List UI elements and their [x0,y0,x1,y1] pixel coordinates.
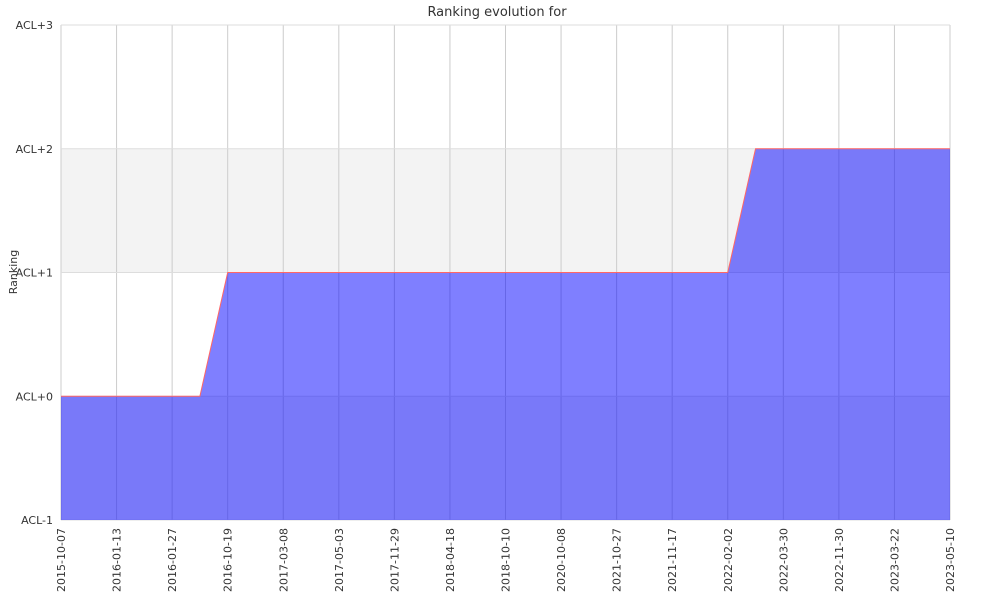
y-axis-ticks: ACL-1 ACL+0 ACL+1 ACL+2 ACL+3 [16,19,53,527]
x-tick-label: 2022-03-30 [777,528,790,592]
area-fill [61,148,950,520]
chart-title: Ranking evolution for [427,5,567,20]
x-tick-label: 2018-10-10 [500,528,513,592]
area-series [61,148,950,520]
y-axis-label: Ranking [7,250,20,295]
series-line [61,148,950,397]
x-tick-label: 2017-11-29 [388,528,401,592]
x-tick-label: 2016-10-19 [222,528,235,592]
x-tick-label: 2023-03-22 [888,528,901,592]
x-tick-label: 2021-10-27 [611,528,624,592]
x-tick-label: 2015-10-07 [55,528,68,592]
x-tick-label: 2017-03-08 [277,528,290,592]
x-tick-label: 2020-10-08 [555,528,568,592]
x-tick-label: 2017-05-03 [333,528,346,592]
y-tick-label: ACL+1 [16,267,53,280]
y-tick-label: ACL+3 [16,19,53,32]
y-tick-label: ACL+2 [16,143,53,156]
x-tick-label: 2022-11-30 [833,528,846,592]
x-tick-label: 2023-05-10 [944,528,957,592]
y-tick-label: ACL-1 [21,514,53,527]
x-tick-label: 2018-04-18 [444,528,457,592]
x-tick-label: 2016-01-27 [166,528,179,592]
x-axis-ticks: 2015-10-07 2016-01-13 2016-01-27 2016-10-19… [55,528,957,592]
x-tick-label: 2021-11-17 [666,528,679,592]
x-tick-label: 2016-01-13 [111,528,124,592]
x-tick-label: 2022-02-02 [722,528,735,592]
y-tick-label: ACL+0 [16,390,53,403]
